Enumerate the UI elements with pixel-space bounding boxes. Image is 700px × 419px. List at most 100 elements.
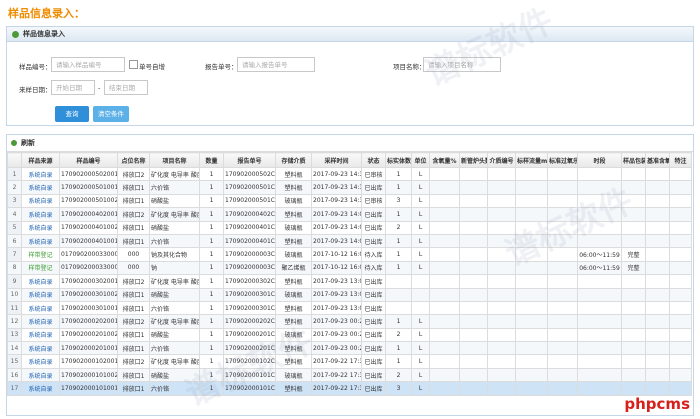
source-link[interactable]: 系统自录 bbox=[28, 385, 53, 393]
source-link[interactable]: 样带登记 bbox=[28, 265, 53, 273]
table-cell bbox=[487, 354, 516, 369]
table-cell bbox=[487, 220, 516, 235]
table-cell: 系统自录 bbox=[21, 341, 60, 356]
table-cell bbox=[459, 166, 488, 182]
source-link[interactable]: 系统自录 bbox=[28, 332, 53, 340]
source-link[interactable]: 系统自录 bbox=[28, 305, 53, 313]
table-cell bbox=[547, 207, 578, 222]
grid-panel: 刷新 样品来源 样品编号 点位名称 项目名称 数量 报告单号 存储介质 采样时间 状态 标实体数单… bbox=[6, 134, 694, 416]
search-panel: 样品信息录入 样品编号： 请输入样品编号 单号自增 报告单号： 请输入报告单号 … bbox=[6, 26, 694, 126]
table-cell: 排放口2 bbox=[117, 314, 150, 329]
source-link[interactable]: 系统自录 bbox=[28, 278, 53, 286]
table-row[interactable]: 2 系统自录 170902000501001 排放口1 六价铬 1 170902000501… bbox=[7, 180, 692, 195]
table-cell: 2017-09-23 14:35 bbox=[311, 193, 362, 209]
table-cell: 排放口2 bbox=[117, 354, 150, 369]
table-row[interactable]: 10 系统自录 170902000301002 排放口1 硝酸盐 1 17090200030… bbox=[7, 287, 692, 302]
table-cell: 170902000101CN bbox=[223, 381, 276, 396]
table-row[interactable]: 17 系统自录 170902000101001 排放口1 六价铬 1 17090200010… bbox=[7, 381, 692, 396]
table-cell bbox=[621, 300, 646, 316]
table-cell bbox=[621, 220, 646, 235]
table-cell bbox=[577, 287, 622, 302]
source-link[interactable]: 系统自录 bbox=[28, 372, 53, 380]
project-input[interactable]: 请输入项目名称 bbox=[423, 57, 501, 72]
source-link[interactable]: 系统自录 bbox=[28, 238, 53, 246]
table-cell bbox=[621, 327, 646, 343]
source-link[interactable]: 系统自录 bbox=[28, 345, 53, 353]
table-cell bbox=[459, 314, 488, 329]
table-row[interactable]: 6 系统自录 170902000401001 排放口1 六价铬 1 170902000401… bbox=[7, 233, 692, 249]
table-cell: L bbox=[411, 260, 430, 276]
table-cell bbox=[577, 327, 622, 343]
source-link[interactable]: 系统自录 bbox=[28, 225, 53, 233]
column-header: 点位名称 bbox=[117, 152, 150, 168]
table-cell: 系统自录 bbox=[21, 367, 60, 383]
table-cell: 已审核 bbox=[361, 193, 386, 209]
table-cell: 六价铬 bbox=[149, 381, 200, 396]
source-link[interactable]: 系统自录 bbox=[28, 292, 53, 300]
table-cell: 170902000201CN bbox=[223, 327, 276, 343]
source-link[interactable]: 系统自录 bbox=[28, 318, 53, 326]
source-link[interactable]: 系统自录 bbox=[28, 359, 53, 367]
table-cell: 16 bbox=[7, 367, 22, 383]
table-cell: 1 bbox=[199, 381, 224, 396]
start-date-input[interactable]: 开始日期 bbox=[51, 80, 95, 95]
table-cell: 1 bbox=[199, 367, 224, 383]
source-link[interactable]: 系统自录 bbox=[28, 171, 53, 179]
table-cell bbox=[429, 166, 460, 182]
table-cell: 钠及其化合物 bbox=[149, 247, 200, 262]
table-row[interactable]: 11 系统自录 170902000301001 排放口1 六价铬 1 17090200030… bbox=[7, 300, 692, 316]
table-cell bbox=[645, 327, 670, 343]
table-row[interactable]: 3 系统自录 170902000501002 排放口1 硝酸盐 1 170902000501… bbox=[7, 193, 692, 209]
refresh-button[interactable]: 刷新 bbox=[21, 139, 35, 147]
end-date-input[interactable]: 结束日期 bbox=[104, 80, 148, 95]
table-cell: 排放口1 bbox=[117, 287, 150, 302]
table-cell: 1 bbox=[199, 327, 224, 343]
table-cell: 170902000301002 bbox=[59, 287, 118, 302]
table-row[interactable]: 13 系统自录 170902000201002 排放口1 硝酸盐 1 17090200020… bbox=[7, 327, 692, 343]
table-cell: 2017-09-23 00:24 bbox=[311, 341, 362, 356]
table-cell: 硝酸盐 bbox=[149, 327, 200, 343]
table-cell: 2017-09-23 13:09 bbox=[311, 287, 362, 302]
label: 单号自增 bbox=[139, 63, 165, 71]
table-cell bbox=[669, 220, 692, 235]
report-no-input[interactable]: 请输入报告单号 bbox=[237, 57, 315, 72]
table-row[interactable]: 14 系统自录 170902000201001 排放口1 六价铬 1 17090200020… bbox=[7, 341, 692, 356]
table-cell: 170902000101001 bbox=[59, 381, 118, 396]
clear-button[interactable]: 清空条件 bbox=[93, 106, 129, 122]
table-row[interactable]: 16 系统自录 170902000101002 排放口1 硝酸盐 1 17090200010… bbox=[7, 367, 692, 383]
checkbox[interactable] bbox=[129, 60, 138, 69]
table-cell: 170902000101CN bbox=[223, 367, 276, 383]
label: 项目名称： bbox=[393, 63, 426, 71]
table-cell: 1 bbox=[385, 166, 412, 182]
source-link[interactable]: 系统自录 bbox=[28, 198, 53, 206]
source-link[interactable]: 样带登记 bbox=[28, 252, 53, 260]
table-row[interactable]: 8样带登记01709020003300001000钠1170902000003C… bbox=[7, 260, 692, 276]
table-cell: 2017-09-22 17:31 bbox=[311, 354, 362, 369]
table-cell: L bbox=[411, 220, 430, 235]
table-cell: L bbox=[411, 381, 430, 396]
query-button[interactable]: 查询 bbox=[55, 106, 89, 122]
table-cell: 2 bbox=[7, 180, 22, 195]
table-cell: 已出库 bbox=[361, 367, 386, 383]
table-cell: L bbox=[411, 327, 430, 343]
table-cell bbox=[645, 166, 670, 182]
table-cell bbox=[621, 367, 646, 383]
source-link[interactable]: 系统自录 bbox=[28, 185, 53, 193]
table-cell: 170902000101002 bbox=[59, 367, 118, 383]
sample-no-input[interactable]: 请输入样品编号 bbox=[51, 57, 125, 72]
table-cell: 已出库 bbox=[361, 327, 386, 343]
table-cell: 排放口1 bbox=[117, 193, 150, 209]
table-row[interactable]: 5 系统自录 170902000401002 排放口1 硝酸盐 1 170902000401… bbox=[7, 220, 692, 235]
source-link[interactable]: 系统自录 bbox=[28, 211, 53, 219]
table-cell bbox=[577, 207, 622, 222]
table-cell: 1 bbox=[199, 274, 224, 289]
table-row[interactable]: 7样带登记01709020003300001000钠及其化合物117090200… bbox=[7, 247, 692, 262]
column-header: 标实体数 bbox=[385, 152, 412, 168]
table-cell: 8 bbox=[7, 260, 22, 276]
table-cell: 1 bbox=[199, 260, 224, 276]
